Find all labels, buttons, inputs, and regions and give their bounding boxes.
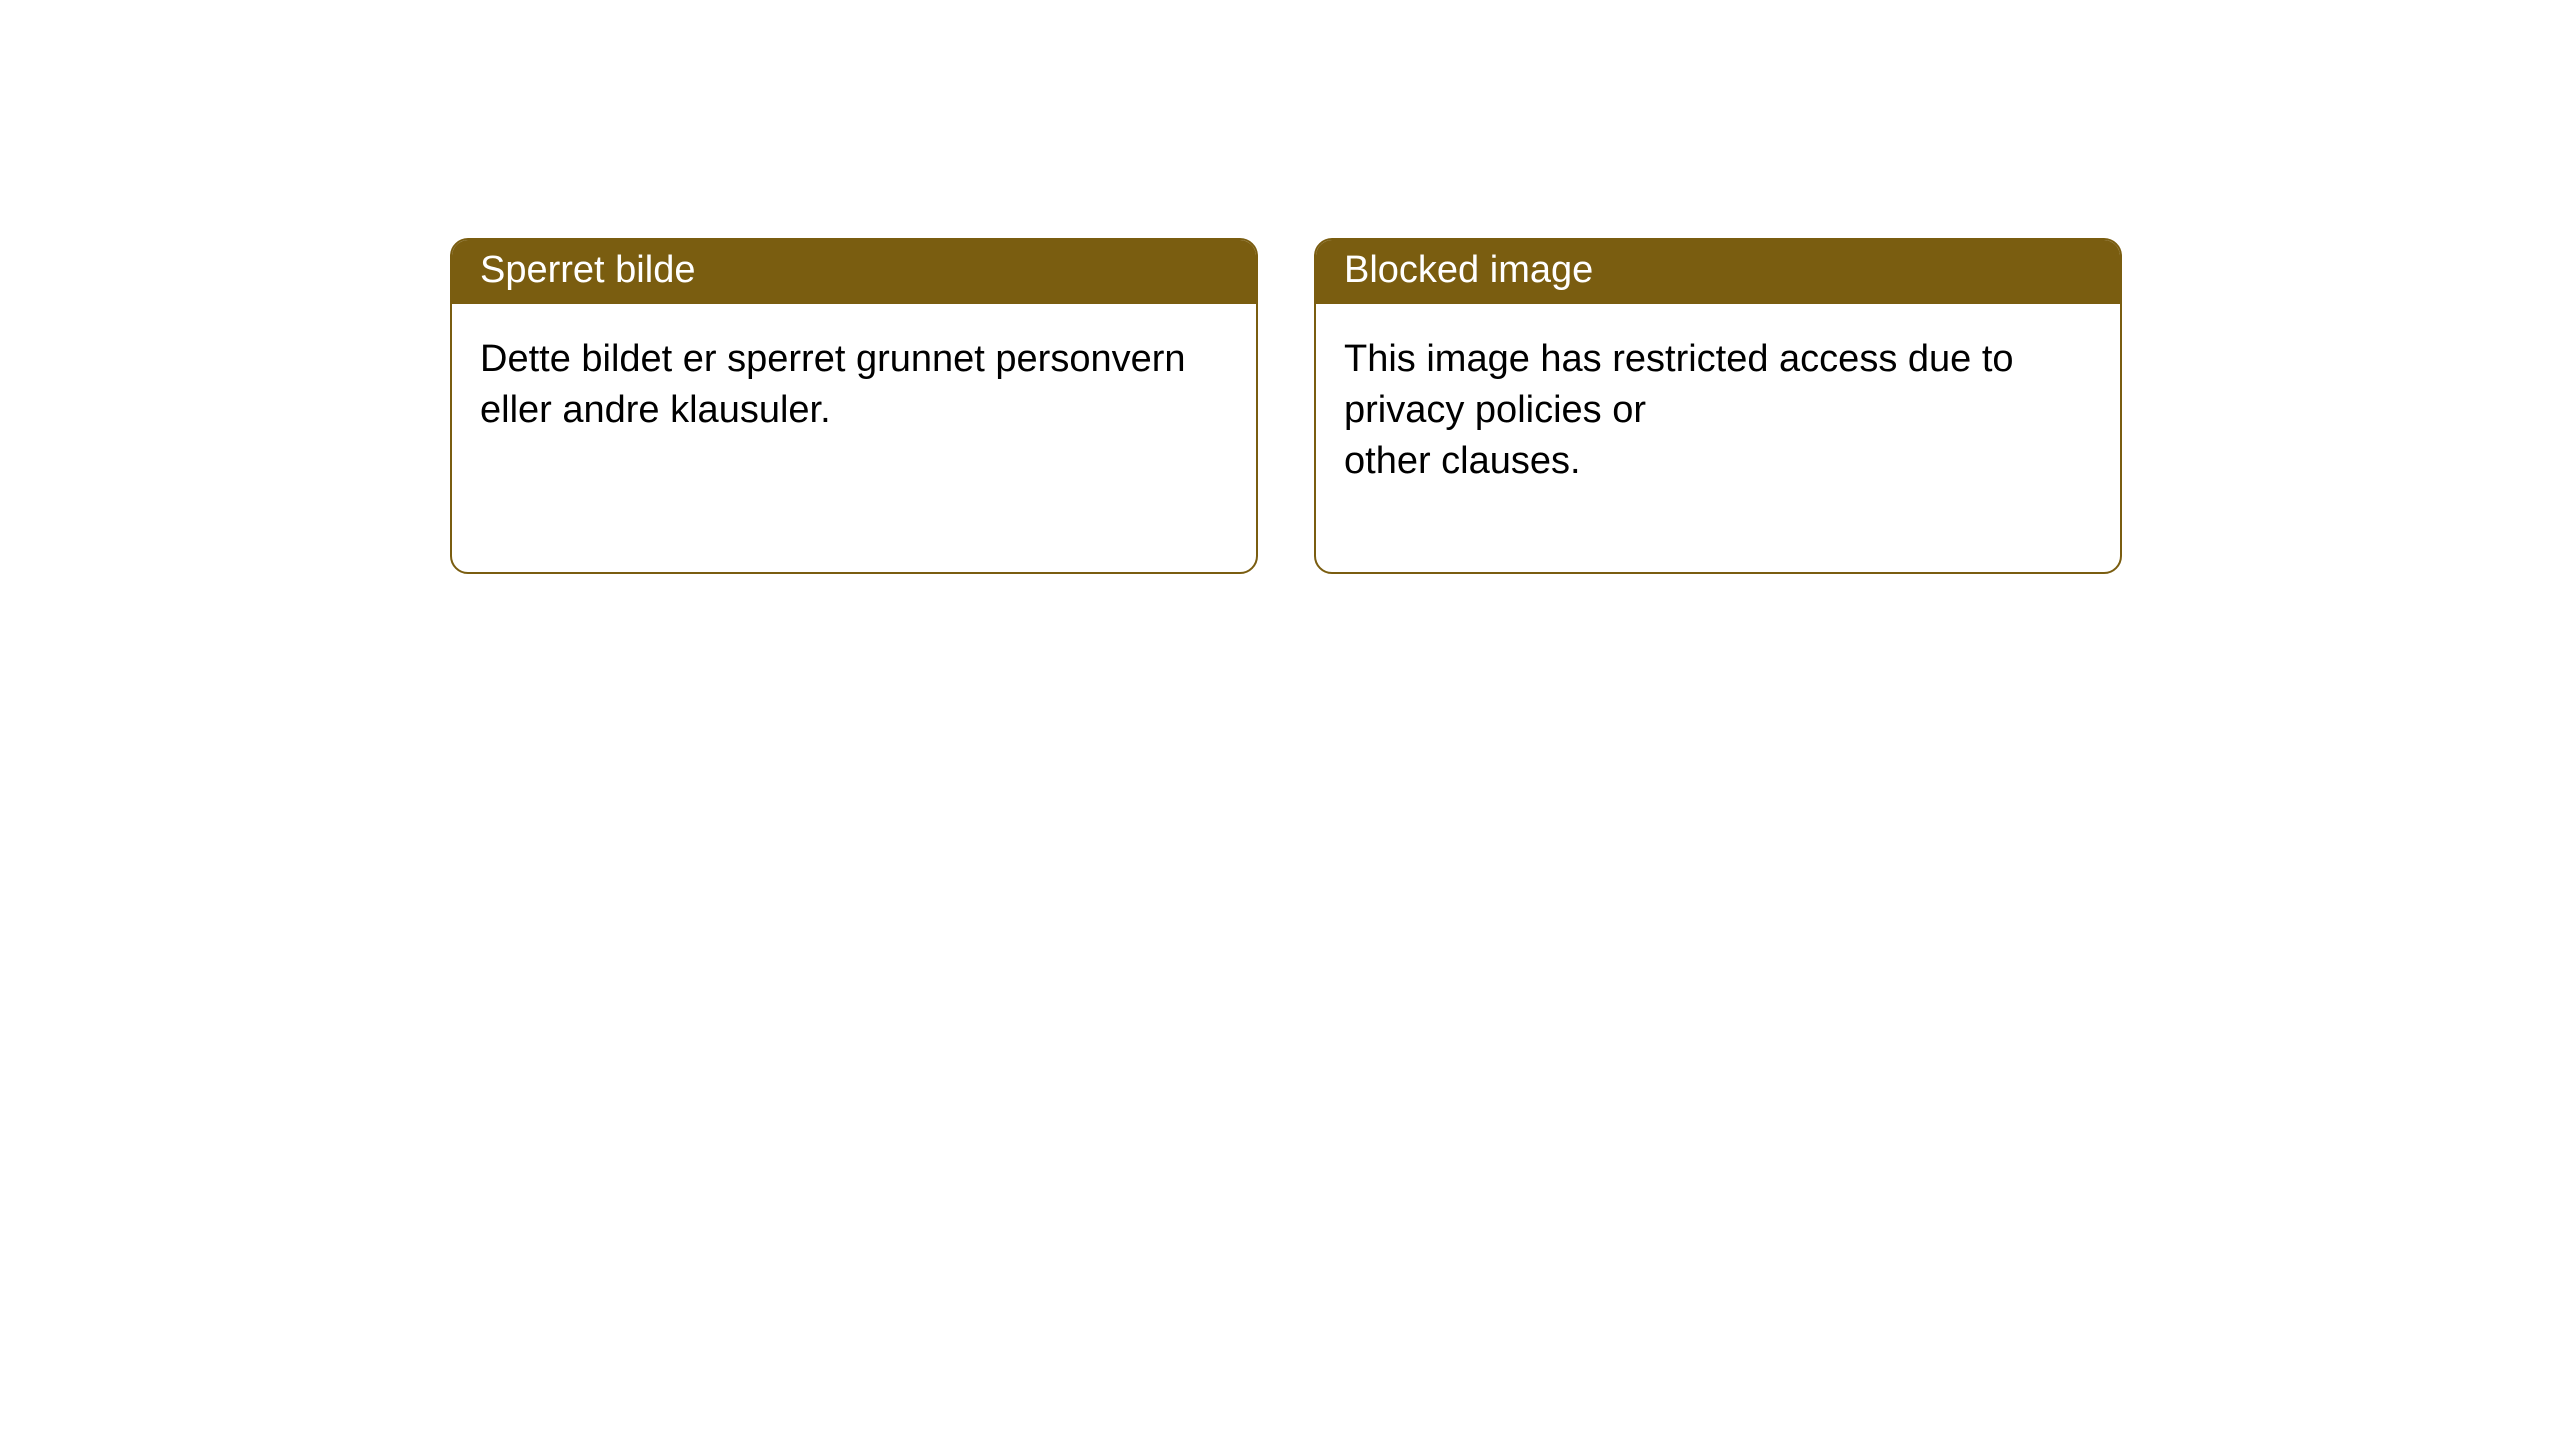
notice-card-english: Blocked image This image has restricted …	[1314, 238, 2122, 574]
notice-container: Sperret bilde Dette bildet er sperret gr…	[0, 0, 2560, 574]
notice-body-english: This image has restricted access due to …	[1316, 304, 2120, 518]
notice-title-english: Blocked image	[1316, 240, 2120, 304]
notice-title-norwegian: Sperret bilde	[452, 240, 1256, 304]
notice-body-norwegian: Dette bildet er sperret grunnet personve…	[452, 304, 1256, 467]
notice-card-norwegian: Sperret bilde Dette bildet er sperret gr…	[450, 238, 1258, 574]
